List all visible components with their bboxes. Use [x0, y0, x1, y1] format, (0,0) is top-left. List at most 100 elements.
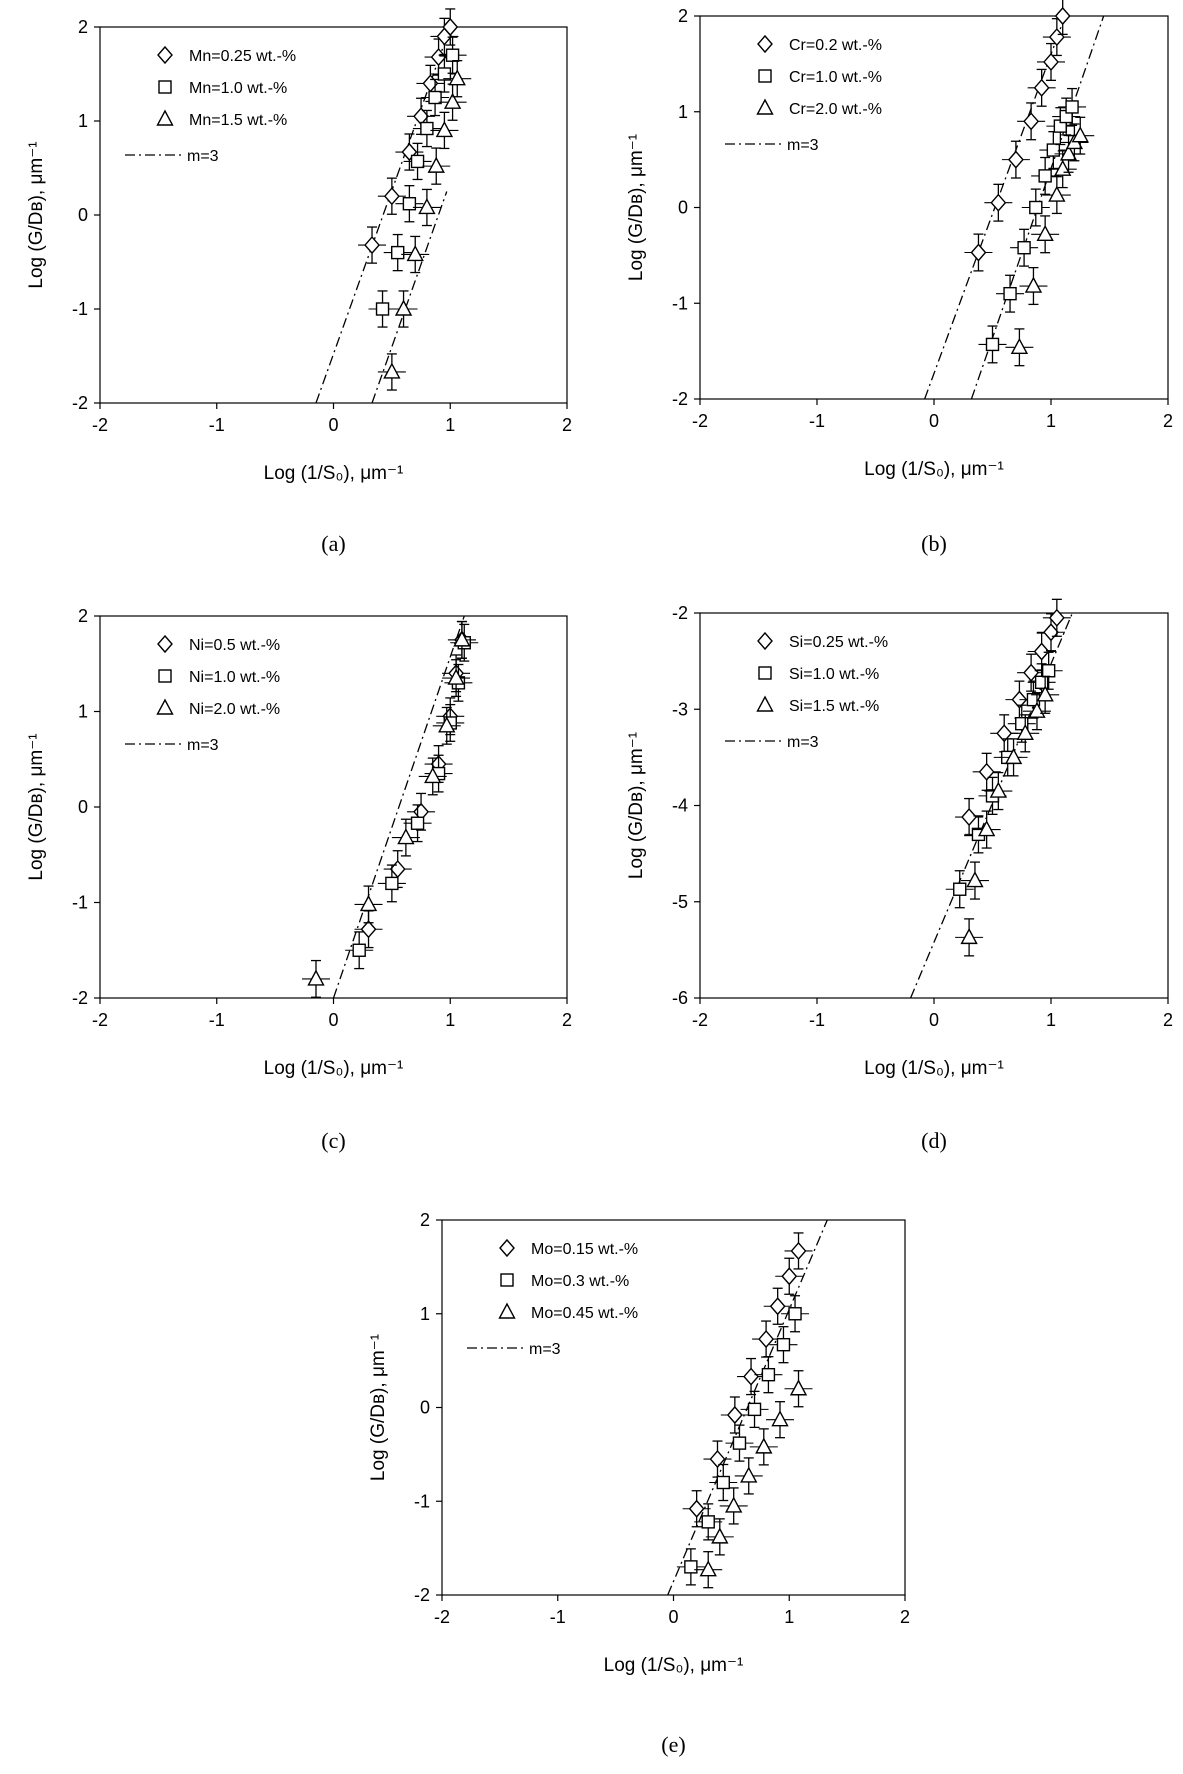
data-point: [352, 943, 366, 957]
data-point: [307, 969, 325, 986]
data-point: [953, 882, 967, 896]
data-point: [424, 766, 442, 784]
legend-marker: [757, 631, 773, 651]
data-point: [1017, 241, 1031, 255]
x-tick-label: 1: [445, 1010, 455, 1030]
data-point: [771, 1410, 789, 1427]
x-tick-label: -1: [209, 415, 225, 435]
data-point: [389, 860, 406, 879]
y-tick-label: 2: [78, 17, 88, 37]
data-point: [1043, 623, 1059, 642]
panel-2: -2 -1 0 1 2 2 1 0 -1 -2 Log (1/S₀), μm⁻¹ Log (G/Dʙ)…: [26, 606, 572, 1153]
y-tick-label: -1: [72, 893, 88, 913]
data-point: [410, 154, 425, 169]
data-point: [725, 1496, 743, 1513]
data-point: [960, 927, 978, 945]
legend-entry: Ni=0.5 wt.-%: [189, 637, 280, 654]
data-point: [453, 630, 471, 647]
legend-entry: Mn=1.0 wt.-%: [189, 80, 287, 97]
data-point: [442, 17, 459, 37]
legend-marker: [156, 109, 174, 126]
data-point: [435, 120, 454, 138]
data-point: [1043, 52, 1059, 72]
data-point: [1048, 28, 1065, 47]
x-axis-label: Log (1/S₀), μm⁻¹: [264, 1058, 404, 1079]
x-tick-label: -1: [809, 411, 825, 431]
legend-marker: [756, 695, 774, 712]
data-point: [1034, 675, 1049, 689]
data-point: [1010, 337, 1029, 354]
data-point: [978, 762, 995, 781]
fit-line: [667, 1220, 828, 1595]
x-tick-label: 0: [328, 1010, 338, 1030]
x-tick-label: 2: [562, 415, 572, 435]
legend-marker: [757, 34, 773, 54]
data-point: [360, 920, 377, 939]
x-tick-label: -1: [209, 1010, 225, 1030]
y-tick-label: -2: [72, 393, 88, 413]
fit-line: [315, 27, 451, 403]
series-1: [368, 36, 467, 328]
series-2: [955, 675, 1060, 957]
data-point: [383, 187, 400, 206]
y-tick-label: 0: [78, 205, 88, 225]
data-point: [688, 1499, 705, 1518]
y-tick-label: 0: [78, 797, 88, 817]
data-point: [375, 302, 390, 316]
y-tick-label: 2: [420, 1210, 430, 1230]
series-2: [301, 620, 476, 998]
data-point: [716, 1475, 730, 1490]
data-point: [1007, 150, 1024, 169]
panel-0: -2 -1 0 1 2 2 1 0 -1 -2 Log (1/S₀), μm⁻¹ Log (G/Dʙ)…: [26, 8, 572, 556]
data-point: [747, 1402, 762, 1417]
y-tick-label: -2: [72, 988, 88, 1008]
legend-entry: Mo=0.3 wt.-%: [531, 1273, 629, 1290]
data-point: [1003, 286, 1017, 301]
data-point: [989, 781, 1008, 798]
legend-entry: Cr=0.2 wt.-%: [789, 37, 882, 54]
legend-entry: Si=1.5 wt.-%: [789, 698, 879, 715]
data-point: [1023, 112, 1040, 131]
data-point: [430, 48, 447, 67]
series-2: [1005, 116, 1095, 367]
data-point: [788, 1307, 802, 1321]
y-tick-label: 0: [420, 1398, 430, 1418]
legend-entry: Cr=1.0 wt.-%: [789, 69, 882, 86]
x-tick-label: -2: [92, 1010, 108, 1030]
y-tick-label: 1: [78, 702, 88, 722]
x-tick-label: 2: [1163, 411, 1173, 431]
data-point: [761, 1367, 776, 1382]
data-point: [769, 1297, 786, 1316]
fit-line: [332, 616, 465, 998]
data-point: [726, 1405, 743, 1425]
y-tick-label: -1: [672, 293, 688, 313]
legend-entry: m=3: [187, 148, 219, 165]
data-point: [437, 67, 452, 81]
series-1: [978, 87, 1087, 364]
panel-3: -2 -1 0 1 2 -2 -3 -4 -5 -6 Log (1/S₀), μm⁻¹ Log (G/…: [626, 598, 1173, 1153]
series-1: [676, 1295, 810, 1586]
y-tick-label: 1: [420, 1304, 430, 1324]
y-tick-label: -1: [414, 1491, 430, 1511]
series-0: [682, 1232, 813, 1528]
data-point: [1048, 608, 1065, 627]
data-point: [1033, 642, 1050, 661]
panel-caption: (d): [921, 1128, 947, 1153]
data-point: [781, 1267, 798, 1286]
y-tick-label: -2: [672, 389, 688, 409]
data-point: [406, 244, 424, 262]
y-tick-label: -5: [672, 892, 688, 912]
data-point: [391, 245, 405, 260]
data-point: [961, 807, 978, 827]
legend-entry: Mo=0.45 wt.-%: [531, 1305, 638, 1322]
data-point: [1059, 144, 1078, 161]
data-point: [755, 1437, 773, 1454]
y-tick-label: -1: [72, 299, 88, 319]
x-tick-label: 1: [784, 1607, 794, 1627]
legend-marker: [157, 45, 173, 65]
legend-marker: [758, 666, 772, 680]
data-point: [1004, 747, 1023, 765]
legend-entry: Mo=0.15 wt.-%: [531, 1241, 638, 1258]
